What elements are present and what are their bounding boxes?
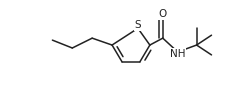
Text: NH: NH: [170, 49, 185, 59]
Text: S: S: [135, 20, 141, 30]
Text: O: O: [159, 10, 167, 19]
